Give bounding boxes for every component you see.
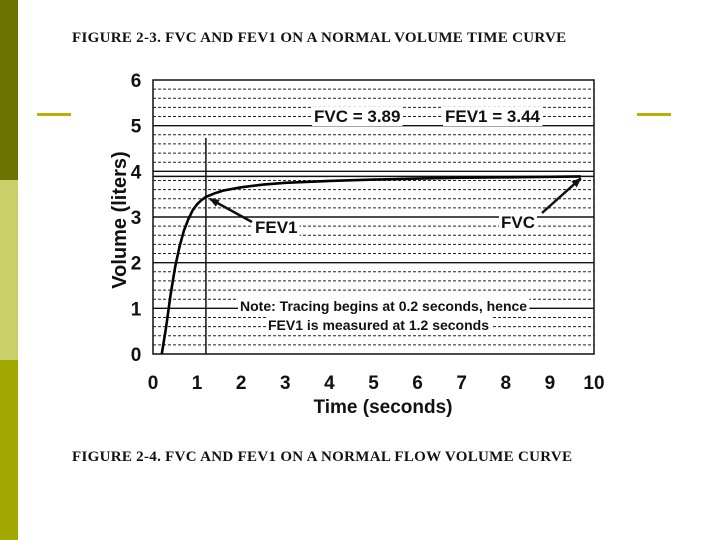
x-tick-label: 1 (192, 373, 203, 394)
figure-caption-top: FIGURE 2-3. FVC AND FEV1 ON A NORMAL VOL… (72, 30, 567, 46)
figure-caption-bottom: FIGURE 2-4. FVC AND FEV1 ON A NORMAL FLO… (72, 449, 573, 465)
x-tick-label: 5 (368, 373, 379, 394)
x-axis-label: Time (seconds) (313, 397, 452, 418)
note-annotation-line1-background (238, 298, 530, 314)
sidebar-decoration-dark (0, 0, 18, 180)
fev1-label: FEV1 (255, 218, 298, 237)
fev1-value-annotation: FEV1 = 3.44 (445, 107, 541, 126)
y-tick-label: 2 (131, 254, 142, 275)
fvc-value-annotation: FVC = 3.89 (314, 107, 400, 126)
note-annotation-line2-background (266, 317, 492, 333)
x-tick-label: 8 (501, 373, 512, 394)
y-tick-label: 3 (131, 208, 142, 229)
chart-annotations: FVC = 3.89 FEV1 = 3.44 FEV1 FVC Note: Tracin… (209, 107, 582, 333)
sidebar-decoration-olive (0, 360, 18, 540)
y-axis-label: Volume (liters) (109, 151, 131, 288)
x-tick-label: 3 (280, 373, 291, 394)
x-tick-label: 10 (583, 373, 604, 394)
accent-line-right (637, 113, 671, 116)
fev1-arrow (209, 197, 253, 224)
x-tick-label: 4 (324, 373, 335, 394)
fvc-value-annotation-background (312, 107, 403, 126)
x-tick-label: 0 (148, 373, 159, 394)
fev1-value-annotation-background (443, 107, 543, 126)
accent-line-left (37, 113, 71, 116)
series-line-0 (160, 175, 581, 355)
y-tick-label: 5 (131, 117, 142, 138)
y-tick-label: 0 (131, 345, 142, 366)
fvc-label-background (499, 213, 537, 232)
x-tick-label: 7 (456, 373, 467, 394)
y-tick-label: 1 (131, 299, 142, 320)
x-tick-label: 9 (545, 373, 556, 394)
fvc-arrow (541, 177, 582, 214)
fev1-label-background (253, 218, 300, 237)
fvc-label: FVC (501, 213, 535, 232)
x-tick-label: 6 (412, 373, 423, 394)
y-tick-label: 4 (131, 162, 142, 183)
chart-series (160, 175, 581, 355)
y-tick-label: 6 (131, 71, 142, 92)
sidebar-decoration-light (0, 180, 18, 360)
x-tick-label: 2 (236, 373, 247, 394)
chart-labels: 0 1 2 3 4 5 6 0 1 2 3 4 5 6 7 8 9 10 Time (seconds) Volume … (109, 71, 605, 418)
note-annotation-line1: Note: Tracing begins at 0.2 seconds, hen… (240, 298, 527, 314)
note-annotation-line2: FEV1 is measured at 1.2 seconds (268, 317, 489, 333)
